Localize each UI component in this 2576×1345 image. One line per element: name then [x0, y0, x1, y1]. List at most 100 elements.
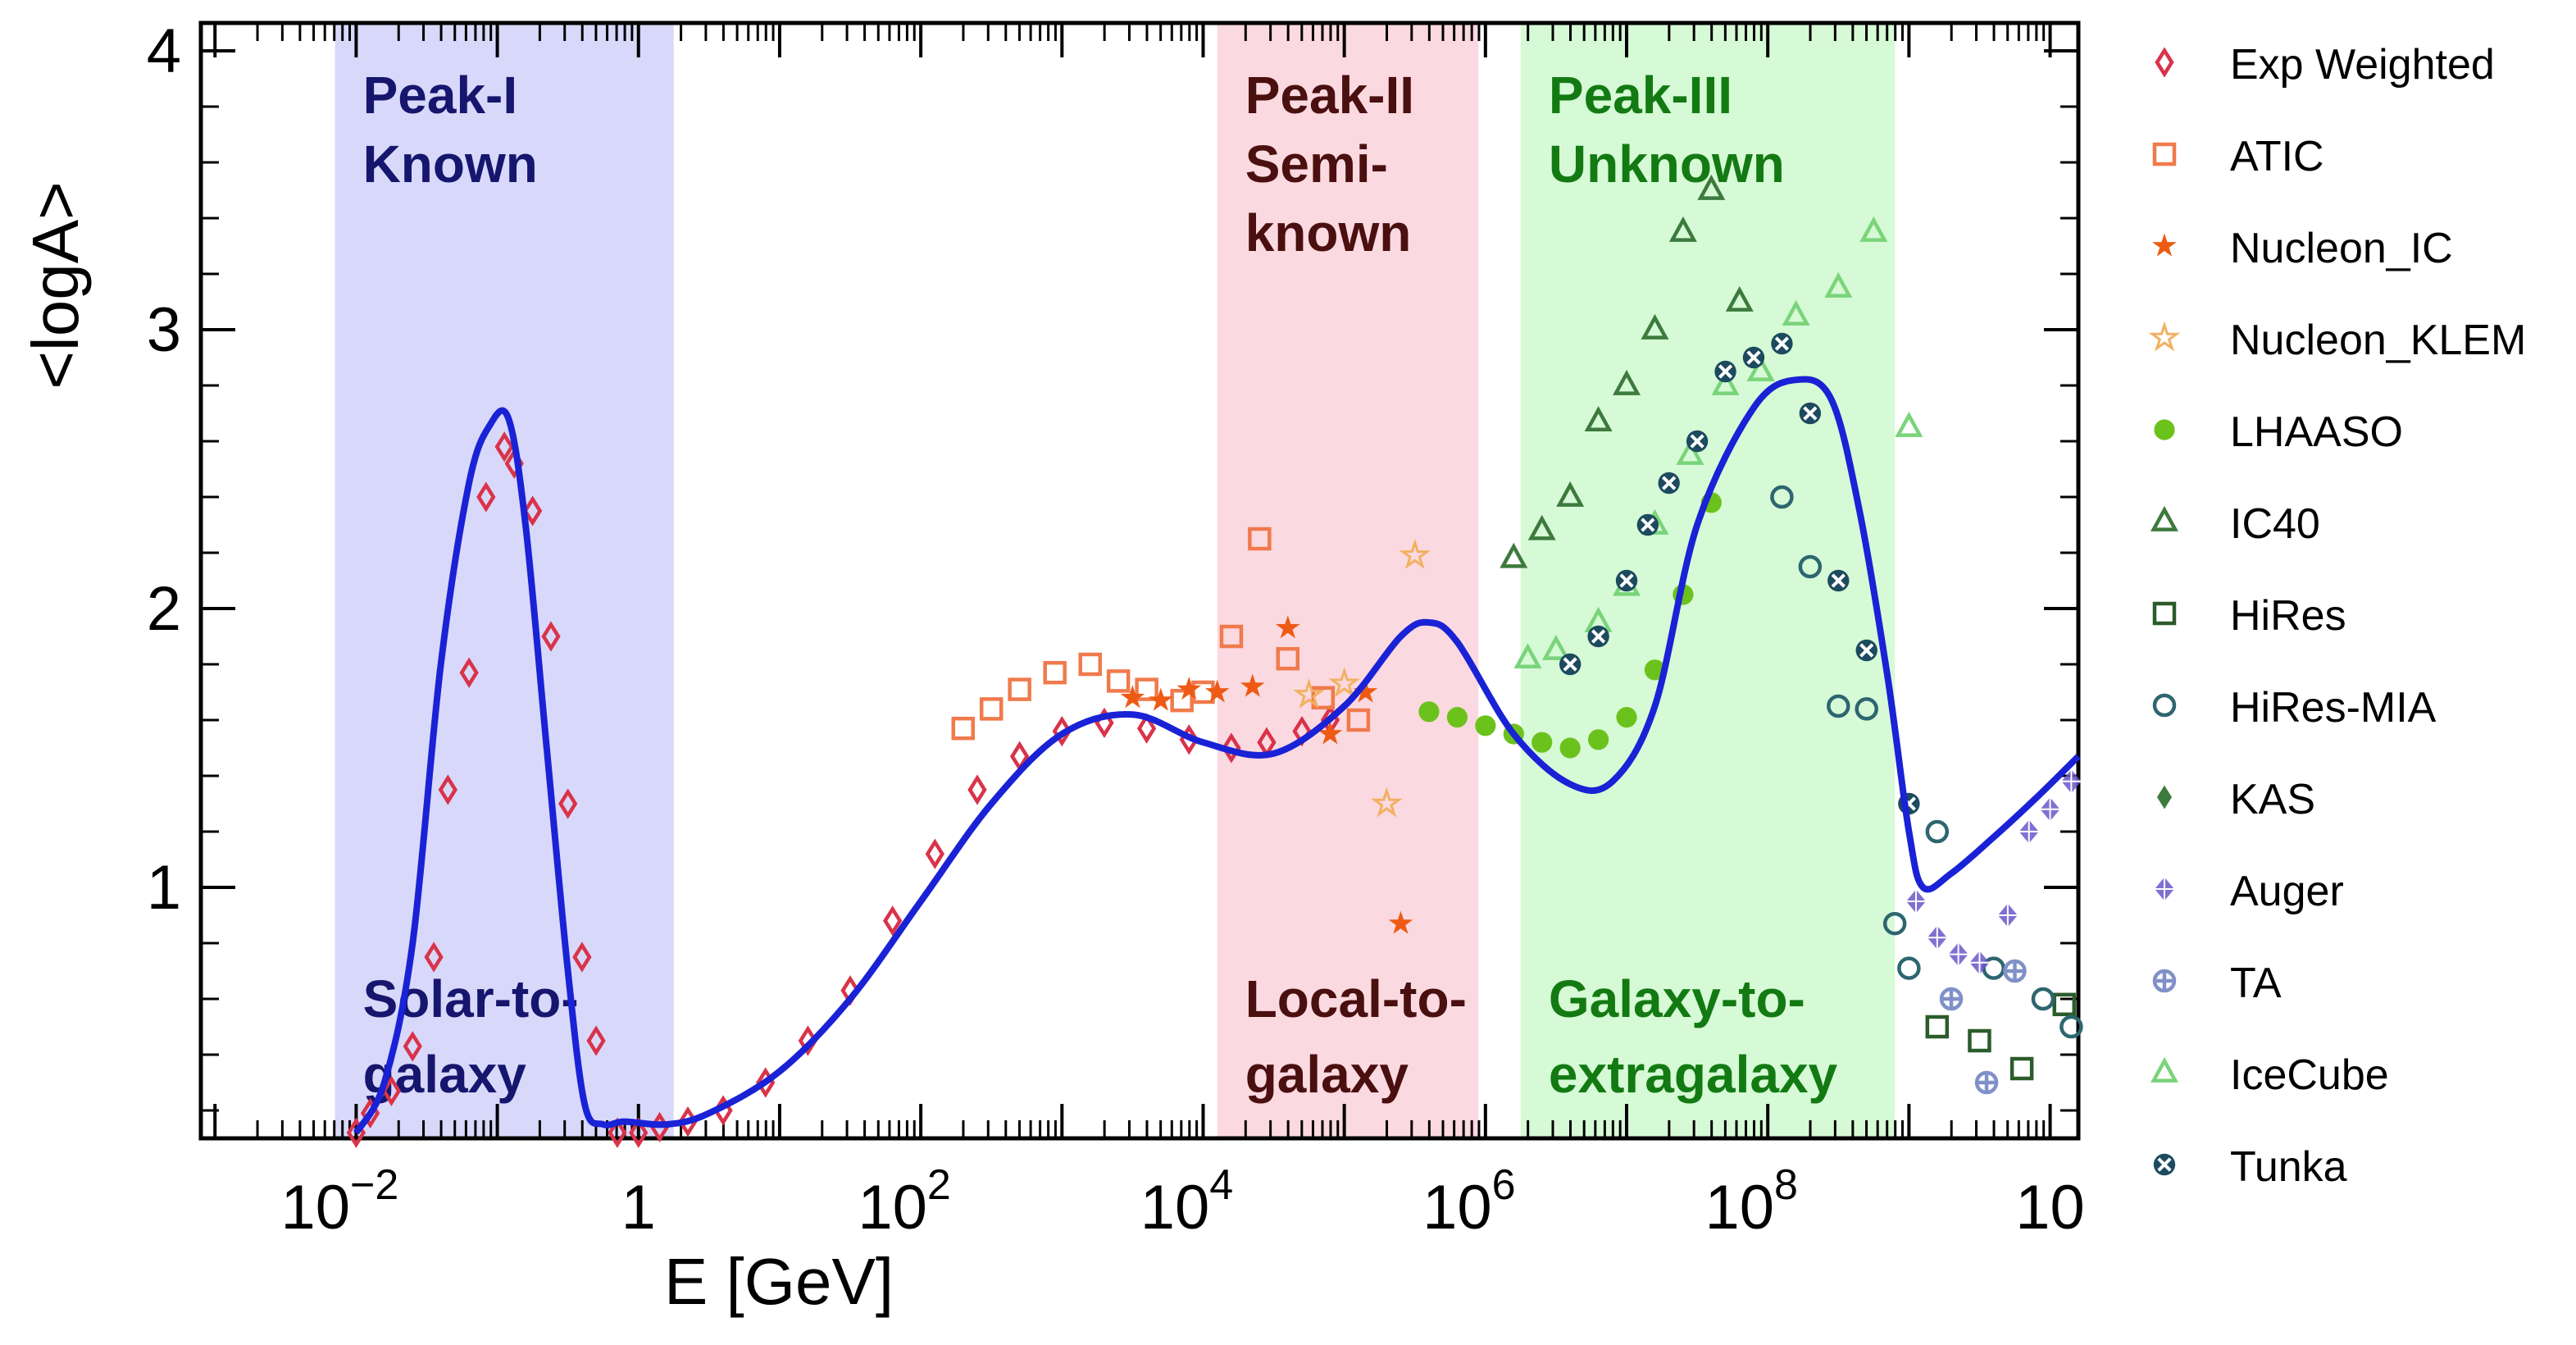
data-point — [1135, 677, 1158, 701]
data-point — [1008, 677, 1031, 701]
region-bottom-label: Solar-to- — [363, 969, 579, 1028]
x-tick-label: 1 — [621, 1173, 656, 1242]
data-point — [629, 1117, 649, 1148]
data-point — [1276, 615, 1300, 639]
data-point — [1974, 1070, 1999, 1095]
data-point — [1771, 332, 1793, 355]
legend-label: TA — [2230, 960, 2282, 1007]
marker-cross — [1563, 657, 1577, 672]
data-point — [586, 1025, 606, 1056]
data-point — [1559, 653, 1582, 676]
axis-ticks — [201, 23, 2078, 1138]
data-point — [1513, 643, 1542, 669]
data-point — [1686, 430, 1709, 453]
marker-cross — [1905, 889, 1926, 914]
y-tick-label: 3 — [147, 295, 181, 365]
series-auger — [1905, 769, 2082, 975]
legend-item: HiRes-MIA — [2152, 684, 2437, 732]
marker-cross — [2018, 819, 2039, 844]
region-top-label: Unknown — [1549, 134, 1785, 194]
data-point — [1925, 819, 1950, 844]
data-point — [1714, 360, 1736, 383]
legend-label: HiRes — [2230, 592, 2346, 640]
data-point — [1370, 786, 1403, 818]
legend-marker — [2153, 1153, 2176, 1176]
legend-marker — [2152, 693, 2177, 718]
marker-cross — [2040, 797, 2060, 822]
x-tick-label: 10 — [2015, 1173, 2085, 1242]
x-tick-label-exponent: 2 — [927, 1161, 951, 1209]
data-point — [1328, 667, 1361, 698]
data-point — [1240, 673, 1265, 697]
legend-item: IceCube — [2150, 1051, 2389, 1099]
data-point — [1948, 942, 1968, 966]
data-point — [1248, 527, 1272, 551]
data-point — [1276, 646, 1300, 671]
legend-item: Nucleon_KLEM — [2148, 317, 2526, 364]
data-point — [1616, 707, 1637, 728]
marker-cross — [1619, 573, 1634, 588]
data-point — [1556, 481, 1585, 507]
region-bottom-label: Galaxy-to- — [1549, 969, 1805, 1028]
legend-marker — [2152, 233, 2177, 257]
series-hires-mia — [1770, 485, 2083, 1039]
legend-label: IC40 — [2230, 500, 2320, 548]
plot-frame — [198, 21, 2081, 1141]
marker-cross — [1591, 629, 1606, 644]
data-point — [1939, 987, 1964, 1011]
marker-cross — [1803, 406, 1818, 421]
marker-cross — [1641, 517, 1655, 532]
data-point — [522, 495, 543, 527]
data-point — [1824, 271, 1853, 298]
data-point — [2003, 959, 2027, 983]
data-point — [1925, 1014, 1950, 1039]
data-point — [2009, 1056, 2034, 1081]
region-bottom-label: extragalaxy — [1549, 1045, 1838, 1104]
legend-marker — [2155, 47, 2174, 78]
legend-label: IceCube — [2230, 1051, 2389, 1099]
data-point — [1859, 216, 1888, 242]
data-point — [476, 481, 496, 513]
data-point — [1742, 346, 1765, 369]
data-point — [951, 716, 976, 741]
marker-cross — [2155, 971, 2174, 991]
legend-label: Auger — [2230, 868, 2344, 915]
legend-marker — [2157, 785, 2172, 809]
region-peak-ii — [1217, 23, 1479, 1138]
data-point — [424, 942, 444, 973]
data-point — [979, 697, 1004, 721]
marker-cross — [2157, 1157, 2172, 1172]
marker-cross — [1831, 573, 1846, 588]
region-top-label: Peak-I — [363, 66, 518, 125]
marker-cross — [1941, 989, 1962, 1009]
x-tick-label-exponent: 6 — [1492, 1161, 1516, 1209]
x-tick-label: 102 — [858, 1161, 950, 1242]
marker-cross — [1948, 942, 1968, 966]
data-point — [1697, 174, 1726, 200]
legend-label: KAS — [2230, 776, 2315, 823]
legend: Exp Weighted ATIC Nucleon_IC Nucleon_KLEM LH… — [2148, 41, 2526, 1191]
data-point — [1293, 677, 1326, 709]
data-point — [1346, 708, 1371, 732]
model-curve — [353, 376, 2081, 1135]
data-point — [1855, 697, 1878, 721]
data-point — [459, 657, 479, 688]
x-tick-label: 108 — [1704, 1161, 1797, 1242]
data-point — [2031, 987, 2055, 1011]
marker-cross — [1977, 1073, 1997, 1092]
marker-cross — [1690, 434, 1704, 449]
marker-cross — [2061, 769, 2082, 794]
data-point — [1149, 687, 1173, 711]
marker-cross — [1997, 903, 2018, 928]
region-labels: Peak-I Known Solar-to-galaxy Peak-II Semi-kn… — [363, 66, 1838, 1104]
data-point — [1927, 925, 1947, 950]
data-point — [1613, 369, 1641, 395]
legend-label: Exp Weighted — [2230, 41, 2495, 89]
series-tunka — [1559, 332, 1920, 815]
legend-item: IC40 — [2150, 500, 2320, 548]
legend-label: Nucleon_KLEM — [2230, 317, 2526, 364]
data-point — [1711, 369, 1740, 395]
marker-cross — [1662, 476, 1677, 490]
legend-label: Tunka — [2230, 1143, 2347, 1191]
